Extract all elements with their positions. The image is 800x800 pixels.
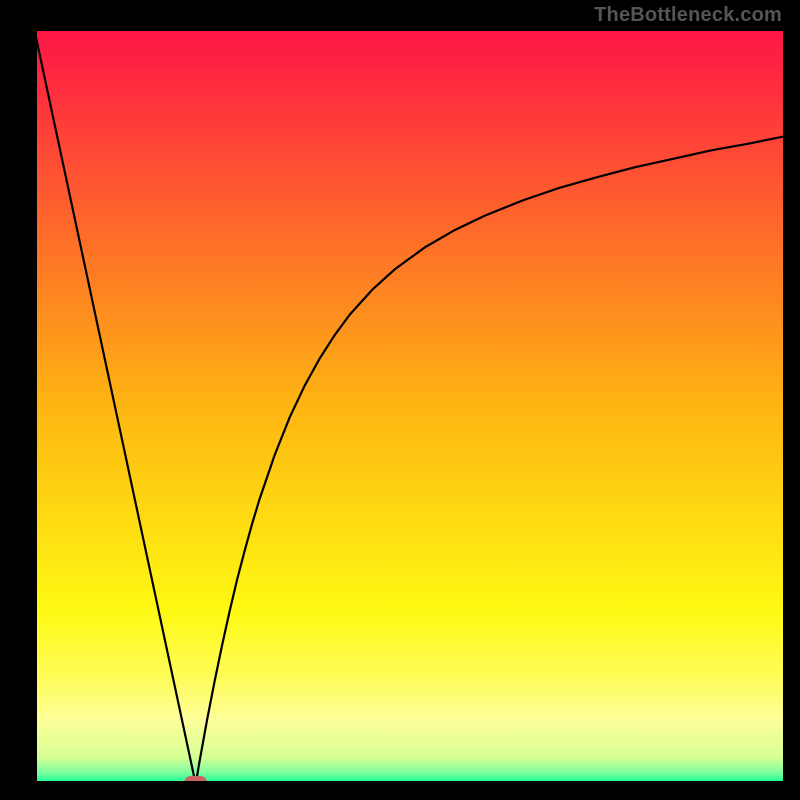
bottleneck-chart — [0, 0, 800, 800]
watermark-label: TheBottleneck.com — [594, 4, 782, 27]
plot-background — [34, 28, 786, 784]
chart-container: TheBottleneck.com — [0, 0, 800, 800]
